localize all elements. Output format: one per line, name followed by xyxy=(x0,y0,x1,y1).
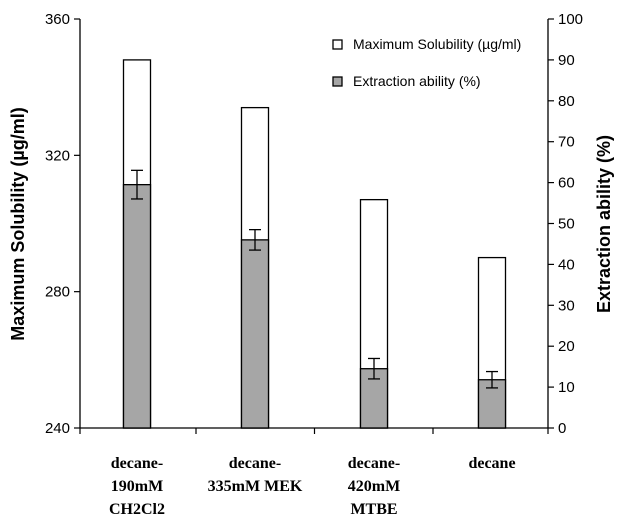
bar-extraction-0 xyxy=(122,183,152,429)
category-label-0-2: CH2Cl2 xyxy=(109,501,165,517)
category-label-1-1: 335mM MEK xyxy=(208,478,303,495)
y-right-tick-label-3: 30 xyxy=(558,297,575,314)
legend-swatch-solubility xyxy=(332,39,343,50)
y-right-tick-label-6: 60 xyxy=(558,175,575,192)
category-label-2-0: decane- xyxy=(348,455,400,472)
bars xyxy=(122,59,507,429)
y-right-axis-label: Extraction ability (%) xyxy=(594,135,614,313)
category-label-0-1: 190mM xyxy=(111,478,163,495)
y-right-tick-label-10: 100 xyxy=(558,11,583,28)
y-left-tick-label-0: 240 xyxy=(45,420,70,437)
y-left-axis-label: Maximum Solubility (µg/ml) xyxy=(8,107,28,340)
legend-swatch-extraction xyxy=(332,76,343,87)
ticks: 240 280 320 360 0 10 20 30 40 50 60 70 80 90 100 xyxy=(45,11,583,437)
bar-extraction-1 xyxy=(240,239,270,429)
category-label-0-0: decane- xyxy=(111,455,163,472)
legend-label-solubility: Maximum Solubility (µg/ml) xyxy=(353,36,521,52)
y-right-tick-label-1: 10 xyxy=(558,379,575,396)
y-left-tick-label-1: 280 xyxy=(45,284,70,301)
category-label-2-2: MTBE xyxy=(350,501,397,517)
category-label-1-0: decane- xyxy=(229,455,281,472)
y-right-tick-label-0: 0 xyxy=(558,420,566,437)
y-left-tick-label-3: 360 xyxy=(45,11,70,28)
y-right-tick-label-2: 20 xyxy=(558,338,575,355)
y-left-tick-label-2: 320 xyxy=(45,147,70,164)
category-label-2-1: 420mM xyxy=(348,478,400,495)
y-right-tick-label-5: 50 xyxy=(558,216,575,233)
y-right-tick-label-7: 70 xyxy=(558,134,575,151)
y-right-tick-label-9: 90 xyxy=(558,52,575,69)
legend: Maximum Solubility (µg/ml) Extraction ab… xyxy=(332,36,521,89)
y-right-tick-label-4: 40 xyxy=(558,256,575,273)
category-labels: decane- 190mM CH2Cl2 decane- 335mM MEK decane… xyxy=(109,455,516,517)
legend-label-extraction: Extraction ability (%) xyxy=(353,73,481,89)
y-right-tick-label-8: 80 xyxy=(558,93,575,110)
category-label-3-0: decane xyxy=(468,455,515,472)
